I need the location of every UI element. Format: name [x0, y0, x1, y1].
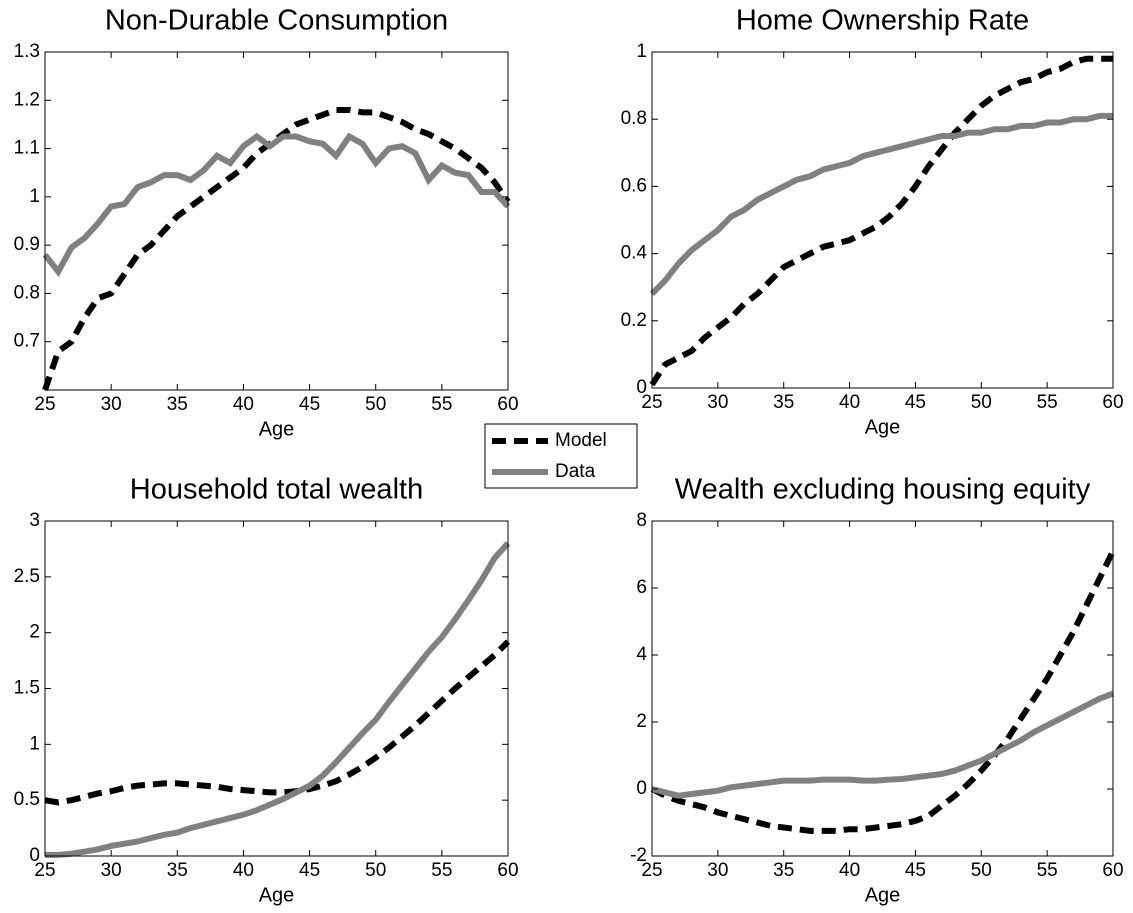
x-tick-label: 30 [101, 860, 122, 881]
chart-title: Non-Durable Consumption [105, 5, 448, 37]
legend-label: Data [555, 461, 596, 482]
x-tick-label: 25 [641, 860, 662, 881]
x-tick-label: 35 [773, 860, 794, 881]
y-tick-label: 8 [636, 510, 647, 531]
y-tick-label: 0.2 [621, 310, 647, 331]
y-tick-label: 0.7 [14, 331, 40, 352]
y-tick-label: -2 [630, 845, 647, 866]
series-line [42, 132, 511, 278]
x-tick-label: 25 [34, 394, 55, 415]
x-tick-label: 50 [365, 394, 386, 415]
y-tick-label: 6 [636, 577, 647, 598]
y-tick-label: 0.4 [621, 243, 648, 264]
chart-title: Household total wealth [130, 474, 423, 506]
x-axis-label: Age [865, 416, 901, 438]
series-line [45, 541, 511, 858]
x-tick-label: 45 [905, 392, 926, 413]
y-tick-label: 2 [29, 622, 40, 643]
x-tick-label: 55 [431, 860, 452, 881]
y-tick-label: 3 [29, 510, 40, 531]
x-tick-label: 35 [167, 860, 188, 881]
x-axis-label: Age [865, 884, 901, 906]
x-tick-label: 45 [299, 394, 320, 415]
x-axis-label: Age [259, 884, 295, 906]
x-tick-label: 60 [497, 394, 518, 415]
x-tick-label: 40 [839, 392, 860, 413]
subplot: 25 30 35 40 45 50 55 60 0 0.2 0.4 0.6 0.8 1 Age Home Ow… [621, 5, 1124, 439]
x-tick-label: 40 [233, 394, 254, 415]
y-tick-label: 1 [29, 186, 40, 207]
x-tick-label: 55 [431, 394, 452, 415]
subplot: 25 30 35 40 45 50 55 60 0.7 0.8 0.9 1 1.1 1.2 1.3 Age No… [14, 5, 519, 441]
y-tick-label: 2 [636, 711, 647, 732]
y-tick-label: 0 [636, 778, 647, 799]
y-tick-label: 0 [636, 377, 647, 398]
x-tick-label: 50 [971, 860, 992, 881]
plot-area [45, 521, 508, 856]
x-tick-label: 35 [167, 394, 188, 415]
series-line [649, 112, 1113, 297]
x-tick-label: 25 [641, 392, 662, 413]
x-tick-label: 30 [707, 860, 728, 881]
x-tick-label: 35 [773, 392, 794, 413]
x-tick-label: 60 [497, 860, 518, 881]
y-tick-label: 0.8 [14, 282, 40, 303]
x-tick-label: 40 [233, 860, 254, 881]
series-line [649, 55, 1113, 387]
x-tick-label: 30 [101, 394, 122, 415]
series-line [44, 639, 511, 806]
y-tick-label: 1.5 [14, 678, 40, 699]
y-tick-label: 2.5 [14, 566, 40, 587]
y-tick-label: 0.9 [14, 234, 40, 255]
subplot: 25 30 35 40 45 50 55 60 0 0.5 1 1.5 2 2.5 3 Age Househol… [14, 474, 519, 907]
axes-box [651, 520, 1114, 857]
y-tick-label: 1 [636, 41, 647, 62]
x-tick-label: 50 [971, 392, 992, 413]
x-tick-label: 50 [365, 860, 386, 881]
x-tick-label: 25 [34, 860, 55, 881]
y-tick-label: 1.3 [14, 41, 40, 62]
chart-title: Home Ownership Rate [736, 5, 1029, 37]
chart-title: Wealth excluding housing equity [675, 474, 1091, 506]
x-axis-label: Age [259, 418, 295, 440]
y-tick-label: 0.5 [14, 789, 40, 810]
y-tick-label: 0 [29, 845, 40, 866]
series-line [650, 549, 1116, 834]
x-tick-label: 55 [1037, 860, 1058, 881]
y-tick-label: 1.1 [14, 138, 40, 159]
legend: Model Data [484, 423, 638, 489]
x-tick-label: 55 [1037, 392, 1058, 413]
plot-area [45, 52, 508, 390]
x-tick-label: 45 [905, 860, 926, 881]
plot-area [652, 521, 1113, 856]
y-tick-label: 4 [636, 644, 647, 665]
series-line [651, 690, 1115, 799]
y-tick-label: 1 [29, 733, 40, 754]
y-tick-label: 0.8 [621, 108, 647, 129]
y-tick-label: 0.6 [621, 175, 647, 196]
x-tick-label: 60 [1102, 392, 1123, 413]
axes-box [651, 51, 1114, 389]
x-tick-label: 40 [839, 860, 860, 881]
x-tick-label: 45 [299, 860, 320, 881]
y-tick-label: 1.2 [14, 89, 40, 110]
x-tick-label: 30 [707, 392, 728, 413]
axes-box [44, 51, 509, 391]
x-tick-label: 60 [1102, 860, 1123, 881]
subplot: 25 30 35 40 45 50 55 60 -2 0 2 4 6 8 Age Wealth excludi… [630, 474, 1123, 907]
legend-label: Model [555, 430, 607, 451]
series-line [42, 106, 511, 391]
legend-box [484, 423, 638, 489]
